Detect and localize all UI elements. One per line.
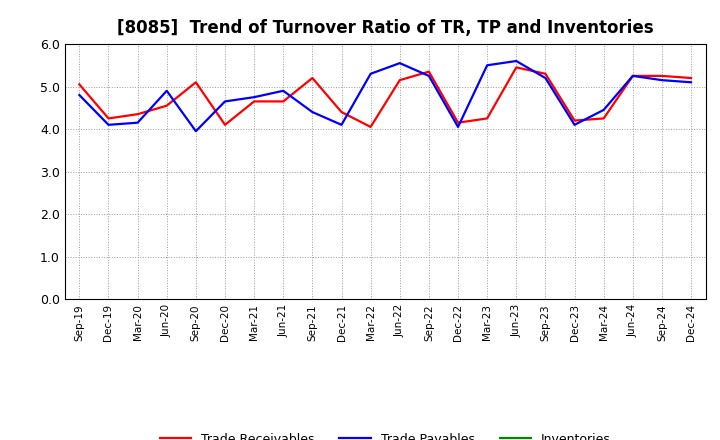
Trade Payables	[483, 62, 492, 68]
Trade Receivables	[279, 99, 287, 104]
Trade Payables	[337, 122, 346, 128]
Trade Payables	[541, 75, 550, 81]
Line: Trade Receivables: Trade Receivables	[79, 67, 691, 127]
Trade Receivables	[366, 124, 375, 129]
Trade Receivables	[687, 75, 696, 81]
Line: Trade Payables: Trade Payables	[79, 61, 691, 131]
Trade Receivables	[250, 99, 258, 104]
Trade Receivables	[425, 69, 433, 74]
Trade Receivables	[657, 73, 666, 78]
Trade Receivables	[599, 116, 608, 121]
Trade Receivables	[104, 116, 113, 121]
Trade Receivables	[570, 118, 579, 123]
Trade Receivables	[163, 103, 171, 108]
Trade Receivables	[75, 82, 84, 87]
Trade Payables	[629, 73, 637, 78]
Trade Payables	[75, 92, 84, 98]
Trade Payables	[104, 122, 113, 128]
Trade Receivables	[308, 75, 317, 81]
Trade Payables	[454, 124, 462, 129]
Trade Receivables	[512, 65, 521, 70]
Trade Payables	[133, 120, 142, 125]
Trade Payables	[163, 88, 171, 93]
Trade Receivables	[541, 71, 550, 77]
Trade Payables	[366, 71, 375, 77]
Trade Receivables	[483, 116, 492, 121]
Trade Payables	[512, 59, 521, 64]
Trade Payables	[599, 107, 608, 113]
Trade Payables	[279, 88, 287, 93]
Trade Payables	[192, 128, 200, 134]
Trade Receivables	[220, 122, 229, 128]
Title: [8085]  Trend of Turnover Ratio of TR, TP and Inventories: [8085] Trend of Turnover Ratio of TR, TP…	[117, 19, 654, 37]
Trade Payables	[220, 99, 229, 104]
Trade Payables	[687, 80, 696, 85]
Trade Payables	[395, 60, 404, 66]
Trade Receivables	[395, 77, 404, 83]
Legend: Trade Receivables, Trade Payables, Inventories: Trade Receivables, Trade Payables, Inven…	[155, 428, 616, 440]
Trade Receivables	[454, 120, 462, 125]
Trade Receivables	[133, 111, 142, 117]
Trade Receivables	[629, 73, 637, 78]
Trade Payables	[425, 73, 433, 78]
Trade Payables	[657, 77, 666, 83]
Trade Payables	[250, 95, 258, 100]
Trade Receivables	[192, 80, 200, 85]
Trade Receivables	[337, 110, 346, 115]
Trade Payables	[570, 122, 579, 128]
Trade Payables	[308, 110, 317, 115]
